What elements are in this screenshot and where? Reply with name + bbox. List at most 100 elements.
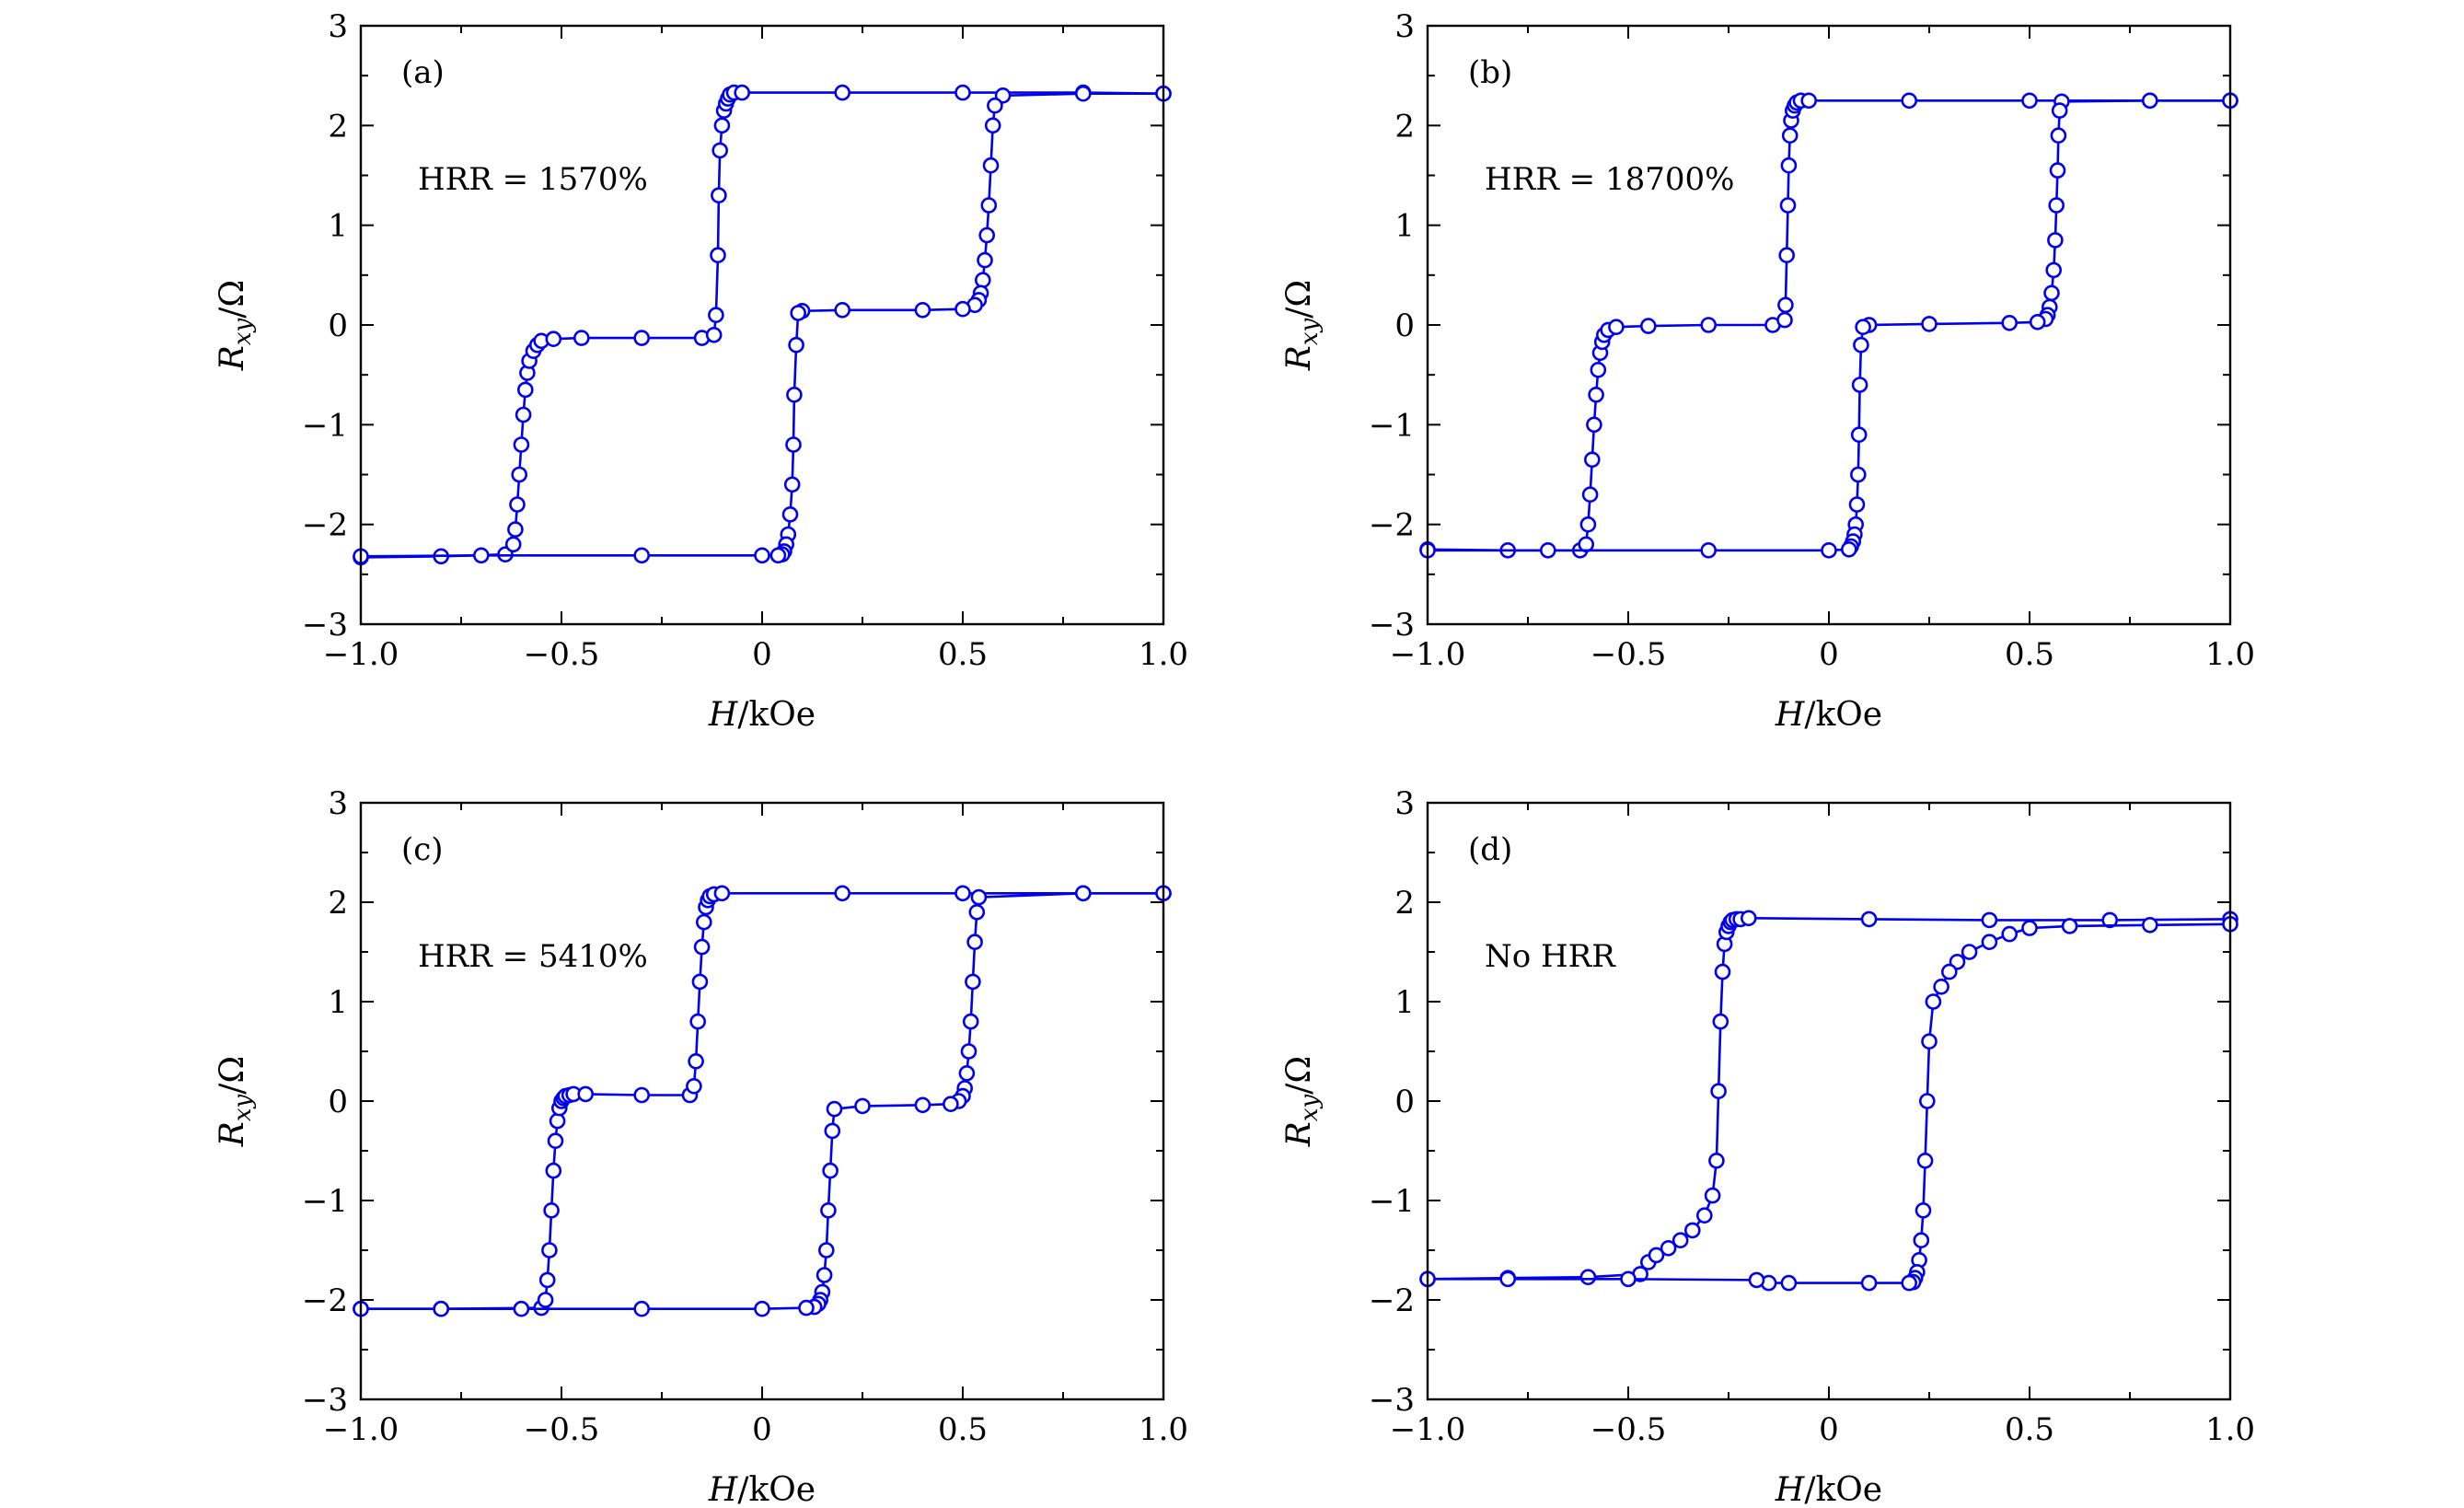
data-point (2021, 92, 2038, 110)
data-point (705, 326, 723, 343)
data-point (1581, 486, 1599, 504)
data-point (1821, 541, 1837, 559)
y-tick-label: 1 (328, 208, 348, 245)
data-point (1588, 386, 1604, 403)
data-point (1901, 1274, 1917, 1292)
data-point (966, 934, 983, 951)
data-point (954, 885, 971, 902)
y-axis-label: Rxy/Ω (214, 280, 257, 371)
data-point (2049, 162, 2066, 179)
data-point (547, 1132, 564, 1149)
data-point (1848, 496, 1866, 513)
data-point (1781, 127, 1799, 144)
data-point (1780, 1274, 1798, 1292)
data-point (513, 436, 530, 453)
data-point (987, 97, 1003, 114)
data-point (549, 1112, 566, 1130)
data-point (1933, 979, 1949, 995)
x-tick-label: −0.5 (1591, 636, 1667, 673)
data-point (472, 547, 490, 564)
data-point (954, 84, 971, 101)
data-point (798, 1299, 815, 1317)
y-tick-label: 3 (1394, 8, 1415, 45)
data-point (834, 885, 851, 902)
data-point (1925, 993, 1942, 1010)
data-point (1779, 197, 1797, 214)
data-point (854, 1097, 871, 1115)
data-point (1700, 317, 1717, 333)
y-tick-label: 2 (1394, 885, 1415, 922)
data-point (1704, 1187, 1721, 1204)
data-point (965, 973, 981, 991)
data-point (516, 381, 534, 399)
data-point (788, 336, 804, 354)
x-tick-label: 0 (752, 1411, 772, 1448)
data-point (1777, 296, 1794, 314)
data-point (817, 1242, 835, 1259)
x-axis-label: H/kOe (1775, 1471, 1882, 1508)
data-point (545, 1162, 562, 1179)
x-tick-label: 0 (1819, 1411, 1839, 1448)
data-point (2001, 314, 2018, 331)
chart-panel-4: −1.0 −0.5 0 0.5 1.0 −3 −2 −1 0 1 2 3 (d) No HRR H/kOe R… (1280, 785, 2255, 1508)
plot-frame (1426, 801, 2232, 1401)
data-point (914, 1096, 931, 1114)
x-tick-label: 0.5 (2005, 1411, 2054, 1448)
x-tick-label: 0.5 (938, 636, 988, 673)
x-tick-label: −1.0 (1390, 636, 1466, 673)
data-point (513, 1300, 530, 1317)
data-point (1855, 319, 1871, 336)
y-tick-label: 0 (328, 307, 348, 344)
data-point (711, 142, 729, 159)
data-point (2061, 918, 2078, 934)
data-point (1608, 319, 1625, 336)
data-point (543, 1202, 560, 1219)
y-tick-label: −2 (302, 1282, 348, 1319)
x-tick-label: −0.5 (524, 1411, 600, 1448)
data-point (960, 1043, 978, 1060)
data-point (1640, 318, 1657, 334)
y-tick-label: −1 (302, 407, 348, 444)
data-point (824, 1122, 841, 1140)
x-axis-label: H/kOe (708, 1471, 816, 1508)
data-point (1851, 377, 1868, 393)
data-point (509, 496, 526, 513)
data-point (1853, 336, 1869, 354)
data-point (1584, 451, 1601, 469)
x-tick-label: 0 (752, 636, 772, 673)
data-point (1620, 1270, 1637, 1288)
x-tick-label: 1.0 (1139, 636, 1188, 673)
data-point (1579, 1269, 1597, 1285)
data-point (713, 117, 731, 134)
data-point (834, 84, 851, 101)
x-tick-label: 1.0 (1139, 1411, 1188, 1448)
x-tick-label: 0.5 (2005, 636, 2054, 673)
hrr-annotation: HRR = 5410% (418, 938, 648, 975)
data-point (1850, 426, 1868, 444)
x-tick-label: −1.0 (323, 636, 399, 673)
y-axis-label: Rxy/Ω (1280, 280, 1324, 371)
data-point (1648, 1247, 1665, 1264)
hrr-annotation: No HRR (1485, 938, 1616, 975)
data-point (1860, 1274, 1878, 1292)
data-point (1075, 885, 1092, 902)
data-point (1579, 516, 1597, 533)
x-tick-label: 1.0 (2205, 1411, 2255, 1448)
data-point (2142, 92, 2158, 110)
data-point (708, 307, 724, 324)
y-tick-label: −2 (1369, 1282, 1415, 1319)
hrr-annotation: HRR = 18700% (1485, 161, 1734, 198)
y-tick-label: 2 (328, 885, 348, 922)
data-point (689, 1013, 707, 1030)
data-point (2050, 127, 2067, 144)
data-point (537, 1292, 554, 1308)
x-tick-label: −0.5 (1591, 1411, 1667, 1448)
data-point (786, 386, 803, 403)
data-point (1913, 1232, 1930, 1248)
data-point (538, 1271, 556, 1289)
data-point (688, 1053, 704, 1070)
data-point (734, 84, 751, 101)
data-point (433, 1300, 450, 1317)
data-point (545, 331, 562, 348)
data-point (577, 1085, 595, 1103)
